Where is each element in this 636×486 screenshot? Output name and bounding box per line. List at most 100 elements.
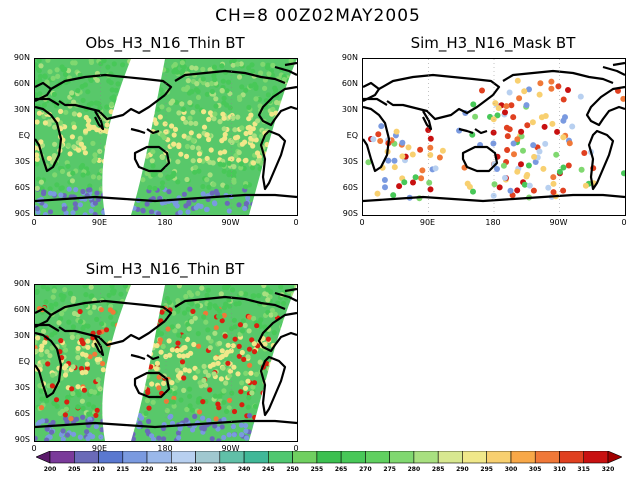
data-point bbox=[74, 416, 80, 422]
data-point bbox=[106, 292, 112, 298]
data-point bbox=[238, 61, 244, 67]
data-point bbox=[221, 399, 227, 405]
data-point bbox=[436, 154, 443, 161]
data-point bbox=[85, 436, 91, 441]
data-point bbox=[196, 409, 203, 415]
data-point bbox=[427, 152, 434, 158]
data-point bbox=[503, 124, 510, 131]
data-point bbox=[204, 292, 210, 298]
data-point bbox=[70, 298, 76, 304]
data-point bbox=[103, 327, 110, 333]
data-point bbox=[248, 83, 254, 89]
data-point bbox=[47, 190, 54, 196]
coastline bbox=[363, 105, 391, 173]
data-point bbox=[390, 192, 397, 199]
lat-label: EQ bbox=[346, 131, 358, 140]
data-point bbox=[42, 73, 48, 79]
data-point bbox=[62, 372, 69, 378]
data-point bbox=[156, 435, 162, 441]
data-point bbox=[83, 114, 89, 121]
data-point bbox=[272, 85, 278, 91]
data-point bbox=[195, 303, 201, 309]
data-point bbox=[82, 150, 88, 156]
data-point bbox=[181, 310, 188, 316]
data-point bbox=[182, 367, 188, 373]
data-point bbox=[156, 374, 162, 380]
data-point bbox=[175, 340, 181, 346]
data-point bbox=[88, 388, 94, 394]
data-point bbox=[243, 87, 249, 93]
data-point bbox=[42, 203, 48, 209]
data-point bbox=[192, 169, 198, 175]
data-point bbox=[242, 139, 248, 145]
panel-title-obs: Obs_H3_N16_Thin BT bbox=[85, 34, 245, 52]
data-point bbox=[80, 351, 86, 357]
map-mask-canvas bbox=[363, 59, 625, 215]
data-point bbox=[221, 434, 227, 441]
data-point bbox=[171, 132, 177, 138]
data-point bbox=[76, 147, 82, 153]
colorbar-segment bbox=[437, 451, 463, 464]
coastline bbox=[133, 145, 171, 173]
data-point bbox=[219, 87, 225, 94]
coastline bbox=[130, 353, 160, 361]
data-point bbox=[251, 315, 257, 322]
data-point bbox=[171, 170, 177, 176]
data-point bbox=[205, 335, 211, 341]
map-sim bbox=[34, 284, 298, 442]
colorbar-segment bbox=[340, 451, 366, 464]
data-point bbox=[44, 426, 50, 432]
data-point bbox=[192, 375, 198, 381]
data-point bbox=[242, 322, 248, 328]
data-point bbox=[150, 163, 156, 169]
data-point bbox=[523, 102, 530, 109]
data-point bbox=[201, 377, 207, 383]
data-point bbox=[75, 88, 81, 94]
data-point bbox=[219, 348, 225, 354]
data-point bbox=[85, 344, 91, 350]
data-point bbox=[496, 184, 503, 191]
data-point bbox=[399, 153, 406, 160]
data-point bbox=[189, 407, 195, 413]
data-point bbox=[62, 347, 69, 353]
data-point bbox=[221, 115, 227, 121]
data-point bbox=[173, 201, 179, 207]
data-point bbox=[110, 321, 116, 327]
data-point bbox=[205, 287, 211, 293]
data-point bbox=[58, 292, 64, 298]
data-point bbox=[167, 352, 173, 358]
data-point bbox=[50, 294, 56, 300]
data-point bbox=[260, 61, 266, 67]
colorbar-label: 245 bbox=[262, 466, 275, 473]
data-point bbox=[192, 413, 198, 419]
data-point bbox=[195, 94, 202, 100]
data-point bbox=[172, 390, 178, 396]
data-point bbox=[69, 90, 75, 96]
data-point bbox=[550, 174, 557, 181]
data-point bbox=[516, 95, 523, 102]
coastline bbox=[50, 73, 173, 121]
data-point bbox=[271, 330, 277, 336]
data-point bbox=[177, 426, 183, 432]
data-point bbox=[166, 189, 172, 195]
data-point bbox=[249, 62, 255, 68]
lat-label: EQ bbox=[18, 131, 30, 140]
data-point bbox=[507, 187, 514, 194]
data-point bbox=[176, 353, 182, 359]
data-point bbox=[44, 437, 50, 441]
colorbar-label: 280 bbox=[407, 466, 421, 473]
data-point bbox=[165, 174, 171, 180]
data-point bbox=[159, 309, 165, 315]
data-point bbox=[138, 415, 145, 421]
data-point bbox=[104, 122, 110, 128]
data-point bbox=[265, 336, 271, 342]
data-point bbox=[211, 64, 217, 70]
data-point bbox=[243, 428, 249, 434]
data-point bbox=[38, 139, 44, 145]
data-point bbox=[45, 361, 51, 367]
data-point bbox=[35, 62, 39, 68]
colorbar-segment bbox=[365, 451, 390, 464]
data-point bbox=[200, 183, 206, 190]
data-point bbox=[85, 187, 92, 193]
coastline bbox=[585, 85, 625, 127]
